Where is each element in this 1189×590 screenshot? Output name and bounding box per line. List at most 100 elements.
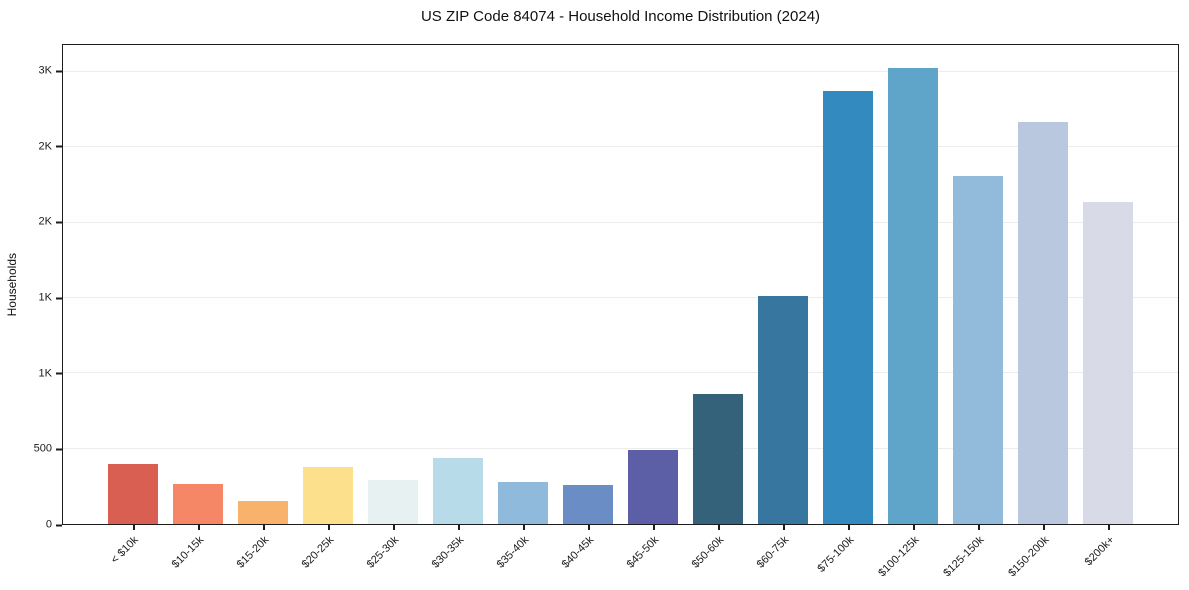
y-tick: 3K [38,64,62,77]
bar-slot [166,45,231,524]
bar [173,484,224,524]
x-tick: $10-15k [165,524,230,588]
x-tick-mark [978,525,981,530]
bar-slot [945,45,1010,524]
x-tick-mark [653,525,656,530]
bar-slot [1010,45,1075,524]
bar [757,295,808,524]
x-tick-mark [457,525,460,530]
bar-slot [101,45,166,524]
x-tick: $45-50k [621,524,686,588]
y-axis: 0 500 1K 1K 2K 2K 3K [0,44,62,530]
y-tick-label: 1K [38,291,52,304]
x-tick-mark [718,525,721,530]
chart-title: US ZIP Code 84074 - Household Income Dis… [420,8,821,25]
gridline [63,372,1178,374]
x-axis: < $10k $10-15k $15-20k $20-25k $25-30k $30-35… [62,524,1179,588]
x-tick: $125-150k [942,524,1011,588]
x-tick-mark [132,525,135,530]
x-tick: $150-200k [1007,524,1076,588]
x-tick: $60-75k [751,524,816,588]
y-tick-mark [56,221,62,224]
x-tick: < $10k [100,524,165,588]
bar [238,501,289,524]
x-tick-mark [392,525,395,530]
bar-slot [880,45,945,524]
bar [563,484,614,524]
x-tick-label: < $10k [108,534,142,567]
bar [1082,201,1133,524]
x-tick-mark [783,525,786,530]
y-tick-mark [56,145,62,148]
x-tick-mark [1043,525,1046,530]
bars-layer [63,45,1178,524]
y-tick-label: 1K [38,367,52,380]
y-tick: 2K [39,216,62,228]
x-tick-mark [848,525,851,530]
y-tick-mark [56,448,62,451]
y-tick-mark [56,70,62,73]
bar [368,479,419,524]
x-tick-mark [913,525,916,530]
x-tick-label: $45-50k [624,534,662,571]
plot-area [62,44,1179,525]
y-tick-label: 500 [33,442,52,455]
bar-slot [426,45,491,524]
x-tick-label: $30-35k [429,534,467,571]
bar [692,394,743,524]
x-tick-label: $125-150k [941,534,987,580]
y-tick: 0 [45,518,62,531]
bar [303,467,354,524]
y-tick: 2K [39,141,62,152]
gridline [63,71,1178,73]
x-tick-label: $60-75k [755,534,792,571]
y-tick-label: 3K [38,64,52,77]
x-tick-mark [1108,525,1111,530]
x-tick-label: $150-200k [1006,534,1052,580]
y-tick: 500 [33,442,62,455]
gridline [63,221,1178,223]
bar-slot [621,45,686,524]
bar-slot [750,45,815,524]
x-tick-mark [327,525,330,530]
x-tick: $15-20k [230,524,295,588]
x-tick-mark [197,525,200,530]
x-tick-label: $75-100k [815,534,857,575]
x-tick-label: $50-60k [689,534,727,571]
gridline [63,146,1178,148]
bar [822,90,873,524]
bar [952,176,1003,524]
x-tick: $75-100k [816,524,881,588]
x-tick-label: $200k+ [1082,534,1117,569]
x-tick-label: $25-30k [364,534,402,571]
x-tick: $40-45k [555,524,620,588]
y-tick-label: 2K [38,140,52,153]
bar-slot [1075,45,1140,524]
bar-slot [296,45,361,524]
x-tick-label: $35-40k [494,534,532,571]
bar-slot [361,45,426,524]
bar [1017,121,1068,524]
x-tick-label: $15-20k [234,534,272,571]
bar [498,482,549,524]
y-tick-mark [56,297,62,300]
x-tick-label: $100-125k [876,534,922,580]
x-tick: $25-30k [360,524,425,588]
y-tick: 1K [39,368,62,379]
x-tick-mark [587,525,590,530]
y-tick-label: 0 [45,518,52,531]
x-tick: $100-125k [877,524,946,588]
x-tick: $30-35k [425,524,490,588]
bar [887,68,938,524]
x-tick: $35-40k [490,524,555,588]
bar [433,458,484,524]
x-tick-mark [262,525,265,530]
bar-slot [815,45,880,524]
y-tick: 1K [38,291,62,304]
x-tick-label: $20-25k [299,534,337,571]
gridline [63,447,1178,449]
bar-slot [491,45,556,524]
x-tick: $200k+ [1076,524,1141,588]
bar [627,450,678,524]
